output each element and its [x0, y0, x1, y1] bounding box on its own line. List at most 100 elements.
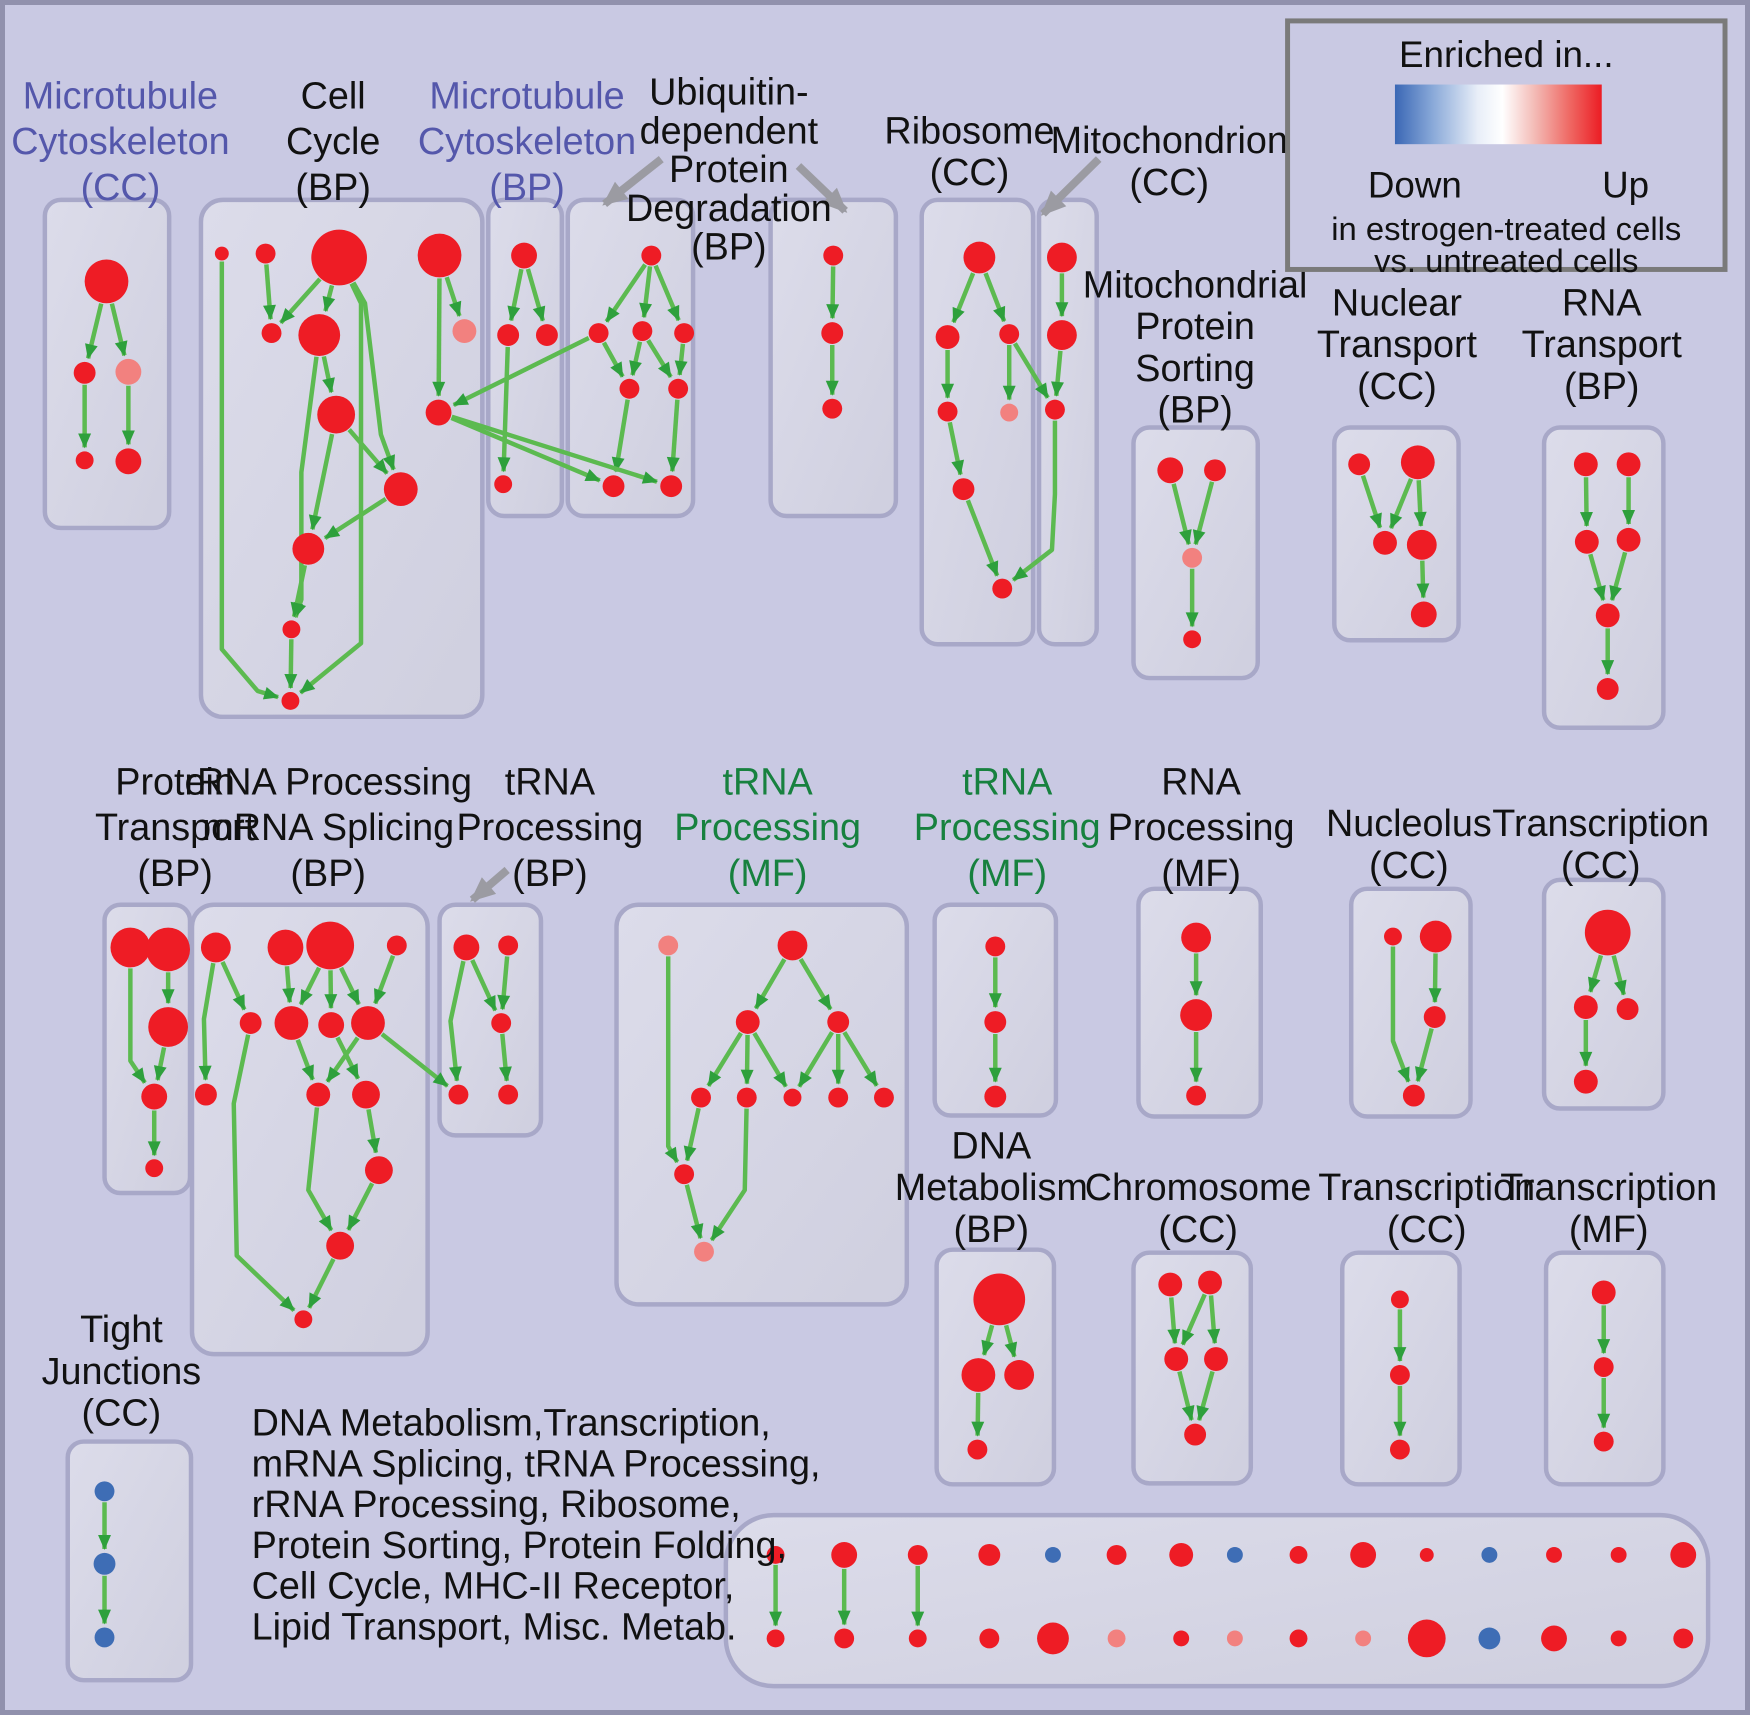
cluster-label-line: (BP)	[290, 853, 366, 895]
edge-arrow	[1167, 1297, 1181, 1345]
cluster-label-line: Tight	[80, 1309, 163, 1351]
cluster-label-line: rRNA Processing	[184, 761, 472, 803]
gene-node	[1183, 630, 1202, 649]
legend-up-label: Up	[1602, 164, 1649, 205]
gene-node	[141, 1083, 168, 1110]
gene-node	[351, 1006, 385, 1040]
cluster-label-line: Microtubule	[23, 75, 218, 117]
label-pointer-arrow	[1040, 156, 1102, 217]
gene-node	[1389, 1439, 1410, 1460]
gene-node	[146, 927, 191, 972]
enrichment-network-figure: Microtubule Cytoskeleton (CC) Cell Cycle (BP)…	[5, 5, 1745, 1710]
gene-node	[94, 1481, 115, 1502]
gene-node	[1107, 1629, 1126, 1648]
edge-arrow	[1012, 342, 1050, 399]
cluster-label-line: dependent	[640, 110, 819, 152]
edge-arrow	[684, 1184, 704, 1240]
cluster-label-line: Transport	[1317, 324, 1478, 366]
cluster-label-line: Metabolism	[895, 1167, 1088, 1209]
gene-node	[1204, 459, 1226, 482]
edge-arrow	[740, 1034, 754, 1085]
gene-node	[1595, 603, 1620, 628]
legend-subtitle-2: vs. untreated cells	[1374, 242, 1638, 279]
gene-node	[110, 927, 151, 968]
gene-node	[294, 1310, 313, 1329]
label-pointer-arrow	[795, 163, 848, 214]
gene-node	[1616, 998, 1639, 1021]
edge-arrow	[470, 959, 498, 1012]
gene-node	[952, 478, 975, 501]
gene-node	[1419, 920, 1452, 953]
edge-arrow	[263, 264, 276, 321]
gene-node	[1186, 1085, 1207, 1106]
legend-gradient-bar	[1394, 84, 1602, 145]
edge-arrow	[497, 956, 511, 1011]
gene-node	[1158, 1272, 1183, 1297]
gene-node	[766, 1545, 785, 1564]
edge-arrow	[753, 958, 787, 1010]
edge-arrow	[231, 1034, 296, 1312]
edge-arrow	[1390, 946, 1411, 1083]
gene-node	[1616, 452, 1641, 477]
edge-arrow	[219, 261, 280, 700]
edge-arrow	[674, 343, 688, 376]
gene-node	[1478, 1627, 1501, 1650]
gene-node	[75, 451, 94, 470]
edge-arrow	[85, 303, 104, 360]
gene-node	[1157, 457, 1184, 484]
gene-node	[1173, 1630, 1190, 1647]
gene-node	[84, 259, 129, 304]
gene-node	[352, 1080, 380, 1109]
cluster-label-line: tRNA	[962, 761, 1053, 803]
gene-node	[828, 1087, 849, 1108]
gene-node	[1181, 922, 1212, 953]
edge-arrow	[706, 1031, 743, 1087]
gene-node	[660, 475, 683, 498]
gene-node	[691, 1087, 711, 1108]
gene-node	[425, 399, 452, 426]
caption-line: Cell Cycle, MHC-II Receptor,	[252, 1566, 735, 1608]
gene-node	[1046, 320, 1077, 350]
gene-node	[1184, 1423, 1207, 1446]
cluster-label-line: Junctions	[42, 1351, 202, 1393]
cluster-label-line: (CC)	[1561, 845, 1641, 887]
cluster-label-line: Protein	[669, 149, 789, 191]
cluster-label-line: Sorting	[1135, 348, 1255, 390]
caption-line: Protein Sorting, Protein Folding,	[252, 1525, 787, 1567]
gene-node	[326, 1231, 355, 1260]
edge-arrow	[325, 1036, 360, 1083]
gene-node	[364, 1156, 393, 1185]
gene-node	[94, 1627, 115, 1648]
gene-node	[1673, 1628, 1694, 1649]
cluster-label-line: (BP)	[295, 167, 371, 209]
edge-arrow	[373, 954, 396, 1005]
gene-node	[200, 932, 231, 963]
gene-node	[735, 1010, 760, 1034]
gene-node	[658, 935, 679, 956]
gene-node	[1419, 1547, 1434, 1562]
edge-arrow	[1177, 1371, 1195, 1422]
gene-node	[1410, 601, 1437, 628]
caption-line: Lipid Transport, Misc. Metab.	[252, 1606, 737, 1648]
cluster-label-line: (BP)	[489, 167, 565, 209]
edge-arrow	[366, 1108, 380, 1154]
edge-arrow	[284, 639, 298, 689]
gene-node	[1226, 1630, 1243, 1647]
edge-arrow	[826, 266, 840, 320]
edge-arrow	[109, 303, 128, 357]
cluster-label-line: Processing	[914, 807, 1101, 849]
cluster-label-line: Transcription	[1500, 1167, 1717, 1209]
gene-node	[619, 378, 640, 399]
cluster-box-tj	[65, 1439, 194, 1683]
cluster-box-nuc	[1348, 886, 1473, 1119]
gene-node	[908, 1629, 927, 1648]
gene-node	[453, 934, 480, 961]
gene-node	[1481, 1546, 1498, 1563]
edge-arrow	[279, 277, 322, 325]
gene-node	[255, 243, 276, 264]
gene-node	[963, 241, 996, 274]
legend-down-label: Down	[1368, 164, 1462, 205]
edge-arrow	[1196, 1370, 1215, 1422]
edge-arrow	[1051, 350, 1064, 397]
cluster-label-line: Degradation	[626, 188, 832, 230]
